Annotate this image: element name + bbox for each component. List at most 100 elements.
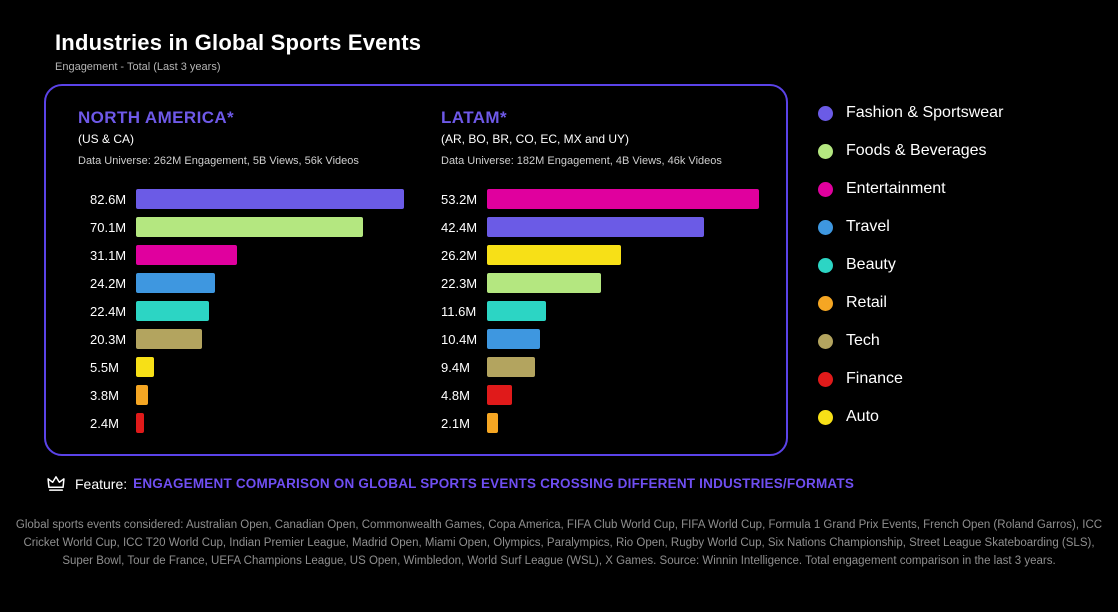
bar — [136, 273, 215, 293]
bar-row: 11.6M — [441, 297, 771, 325]
bar-value-label: 4.8M — [441, 387, 470, 403]
legend-item: Auto — [818, 398, 1003, 436]
panel-title-north-america: NORTH AMERICA* — [78, 108, 235, 127]
bar-value-label: 11.6M — [441, 303, 477, 319]
bar-value-label: 26.2M — [441, 247, 478, 263]
bar — [136, 189, 404, 209]
panel-data-universe-latam: Data Universe: 182M Engagement, 4B Views… — [441, 155, 722, 167]
bar-value-label: 10.4M — [441, 331, 478, 347]
bar-value-label: 31.1M — [90, 247, 127, 263]
legend-item: Tech — [818, 322, 1003, 360]
bar-row: 5.5M — [90, 353, 441, 381]
bar — [487, 413, 498, 433]
bar-row: 2.1M — [441, 409, 771, 437]
legend-label: Fashion & Sportswear — [846, 104, 1004, 121]
bar-row: 22.3M — [441, 269, 771, 297]
bar — [487, 245, 621, 265]
bar-value-label: 5.5M — [90, 359, 119, 375]
bar-value-label: 22.3M — [441, 275, 478, 291]
bar-row: 82.6M — [90, 185, 441, 213]
bar — [487, 329, 540, 349]
bar-value-label: 24.2M — [90, 275, 127, 291]
panel-subtitle-north-america: (US & CA) — [78, 132, 135, 146]
legend-item: Foods & Beverages — [818, 132, 1003, 170]
feature-row: Feature: ENGAGEMENT COMPARISON ON GLOBAL… — [46, 474, 854, 493]
bar-row: 22.4M — [90, 297, 441, 325]
legend-item: Beauty — [818, 246, 1003, 284]
bar — [136, 385, 148, 405]
bar-row: 26.2M — [441, 241, 771, 269]
bar-chart-north-america: 82.6M 70.1M 31.1M 24.2M 22.4M 20.3M 5.5M 3.8M 2.… — [90, 185, 441, 437]
bar — [487, 217, 704, 237]
page-title: Industries in Global Sports Events — [55, 30, 422, 55]
panel-subtitle-latam: (AR, BO, BR, CO, EC, MX and UY) — [441, 132, 630, 146]
legend-color-dot — [818, 143, 833, 159]
panel-data-universe-north-america: Data Universe: 262M Engagement, 5B Views… — [78, 155, 359, 167]
legend-label: Foods & Beverages — [846, 142, 987, 159]
feature-prefix: Feature: — [75, 475, 128, 492]
bar-value-label: 53.2M — [441, 191, 478, 207]
bar-value-label: 2.4M — [90, 415, 119, 431]
page-subtitle: Engagement - Total (Last 3 years) — [55, 61, 221, 73]
panel-title-latam: LATAM* — [441, 108, 507, 127]
legend-label: Travel — [846, 218, 890, 235]
bar — [136, 245, 237, 265]
legend-label: Finance — [846, 370, 903, 387]
bar-row: 31.1M — [90, 241, 441, 269]
legend-color-dot — [818, 257, 833, 273]
bar — [487, 189, 759, 209]
bar — [487, 273, 601, 293]
bar — [487, 385, 512, 405]
bar-row: 10.4M — [441, 325, 771, 353]
bar — [136, 413, 144, 433]
bar — [136, 301, 209, 321]
legend-color-dot — [818, 371, 833, 387]
bar-row: 2.4M — [90, 409, 441, 437]
legend-item: Finance — [818, 360, 1003, 398]
bar-row: 3.8M — [90, 381, 441, 409]
bar-value-label: 42.4M — [441, 219, 478, 235]
bar-value-label: 70.1M — [90, 219, 127, 235]
legend-color-dot — [818, 295, 833, 311]
bar-row: 20.3M — [90, 325, 441, 353]
bar-row: 42.4M — [441, 213, 771, 241]
legend-label: Tech — [846, 332, 880, 349]
legend-color-dot — [818, 409, 833, 425]
legend-item: Entertainment — [818, 170, 1003, 208]
chart-container: NORTH AMERICA* (US & CA) Data Universe: … — [44, 84, 788, 456]
legend-label: Beauty — [846, 256, 896, 273]
legend-color-dot — [818, 105, 833, 121]
legend-label: Auto — [846, 408, 879, 425]
bar-row: 4.8M — [441, 381, 771, 409]
crown-icon — [46, 474, 66, 493]
bar — [136, 357, 154, 377]
bar-value-label: 9.4M — [441, 359, 470, 375]
north-america-panel: NORTH AMERICA* (US & CA) Data Universe: … — [46, 86, 441, 454]
legend-label: Retail — [846, 294, 887, 311]
bar — [136, 329, 202, 349]
bar-row: 70.1M — [90, 213, 441, 241]
legend: Fashion & Sportswear Foods & Beverages Ent… — [818, 94, 1003, 436]
footer-note: Global sports events considered: Austral… — [15, 519, 1103, 567]
bar-value-label: 22.4M — [90, 303, 127, 319]
legend-color-dot — [818, 333, 833, 349]
bar — [136, 217, 363, 237]
bar-row: 24.2M — [90, 269, 441, 297]
bar-value-label: 2.1M — [441, 415, 470, 431]
legend-item: Fashion & Sportswear — [818, 94, 1003, 132]
bar-row: 53.2M — [441, 185, 771, 213]
legend-item: Retail — [818, 284, 1003, 322]
feature-text: ENGAGEMENT COMPARISON ON GLOBAL SPORTS E… — [133, 476, 855, 491]
legend-color-dot — [818, 219, 833, 235]
bar — [487, 301, 546, 321]
legend-label: Entertainment — [846, 180, 946, 197]
legend-item: Travel — [818, 208, 1003, 246]
bar-value-label: 82.6M — [90, 191, 127, 207]
bar-row: 9.4M — [441, 353, 771, 381]
latam-panel: LATAM* (AR, BO, BR, CO, EC, MX and UY) D… — [441, 86, 771, 454]
bar-value-label: 20.3M — [90, 331, 127, 347]
bar-chart-latam: 53.2M 42.4M 26.2M 22.3M 11.6M 10.4M 9.4M 4.8M 2.… — [441, 185, 771, 437]
bar-value-label: 3.8M — [90, 387, 119, 403]
legend-color-dot — [818, 181, 833, 197]
bar — [487, 357, 535, 377]
